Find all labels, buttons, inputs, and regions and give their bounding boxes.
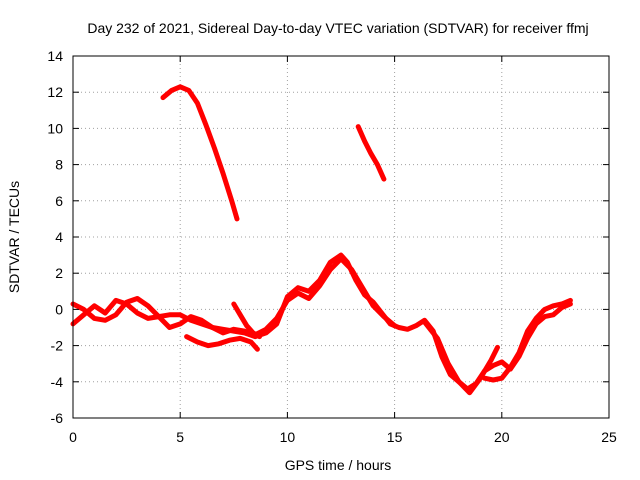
grid <box>73 56 609 418</box>
y-tick-label: -6 <box>51 410 64 426</box>
series-arc-7 <box>422 319 500 396</box>
y-tick-label: 4 <box>55 229 63 245</box>
y-tick-label: 14 <box>47 48 63 64</box>
axis-ticks <box>72 55 610 419</box>
y-axis-title: SDTVAR / TECUs <box>6 181 22 293</box>
series-arc-3 <box>70 252 573 392</box>
x-tick-label: 20 <box>494 429 510 445</box>
x-tick-label: 5 <box>176 429 184 445</box>
y-tick-label: 12 <box>47 84 63 100</box>
y-tick-label: 8 <box>55 157 63 173</box>
y-tick-label: 2 <box>55 265 63 281</box>
x-axis-title: GPS time / hours <box>285 457 392 473</box>
x-tick-label: 10 <box>280 429 296 445</box>
y-tick-label: -4 <box>51 374 64 390</box>
y-tick-label: 0 <box>55 301 63 317</box>
series-arc-2 <box>355 124 387 182</box>
chart-title: Day 232 of 2021, Sidereal Day-to-day VTE… <box>87 20 588 36</box>
series-arc-8 <box>482 297 573 383</box>
data-series <box>70 84 573 396</box>
y-tick-label: 10 <box>47 120 63 136</box>
y-tick-label: -2 <box>51 338 64 354</box>
series-arc-6 <box>231 301 262 340</box>
x-tick-label: 25 <box>601 429 617 445</box>
series-arc-4 <box>70 256 398 338</box>
series-arc-1 <box>160 84 240 222</box>
y-tick-label: 6 <box>55 193 63 209</box>
series-arc-5 <box>184 334 260 352</box>
x-tick-label: 0 <box>69 429 77 445</box>
tick-labels: 0 5 10 15 20 25 -6 -4 -2 0 2 4 6 8 10 12 14 <box>47 48 617 445</box>
x-tick-label: 15 <box>387 429 403 445</box>
